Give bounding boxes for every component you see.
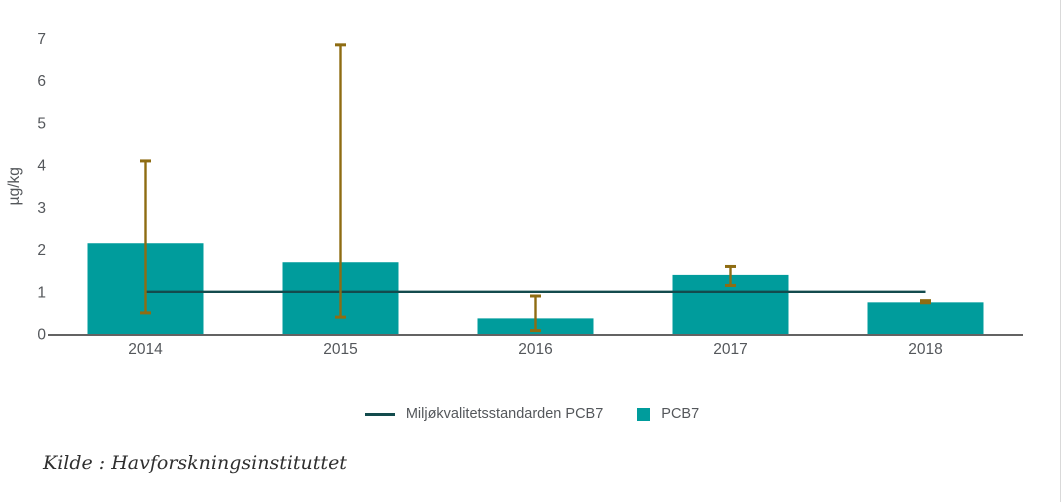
x-tick-label-2018: 2018	[908, 341, 942, 358]
y-tick-label: 4	[37, 158, 46, 175]
legend-item-standard-line[interactable]: Miljøkvalitetsstandarden PCB7	[364, 406, 604, 422]
y-tick-label: 3	[37, 200, 46, 217]
legend-label-standard: Miljøkvalitetsstandarden PCB7	[405, 406, 604, 422]
y-tick-label: 5	[37, 115, 46, 132]
chart-legend: Miljøkvalitetsstandarden PCB7 PCB7	[0, 402, 1064, 426]
y-tick-label: 1	[37, 284, 46, 301]
right-edge-divider	[1060, 0, 1061, 502]
x-tick-label-2014: 2014	[128, 341, 163, 358]
y-tick-label: 0	[37, 327, 46, 344]
legend-label-pcb7: PCB7	[661, 406, 700, 422]
y-tick-label: 2	[37, 242, 46, 259]
source-note: Kilde : Havforskningsinstituttet	[43, 452, 347, 474]
y-axis-title: µg/kg	[6, 167, 23, 205]
y-tick-label: 6	[37, 73, 46, 90]
x-tick-label-2015: 2015	[323, 341, 357, 358]
bar-chart-plot: 0 1 2 3 4 5 6 7 µg/kg 2014 2015 2016 2017 2018	[6, 31, 1023, 358]
line-swatch-icon	[364, 412, 395, 416]
bar-2018[interactable]	[867, 302, 984, 334]
x-tick-label-2017: 2017	[713, 341, 747, 358]
x-tick-label-2016: 2016	[518, 341, 552, 358]
square-swatch-icon	[637, 407, 651, 421]
y-tick-label: 7	[37, 31, 46, 48]
legend-item-pcb7[interactable]: PCB7	[637, 406, 699, 422]
